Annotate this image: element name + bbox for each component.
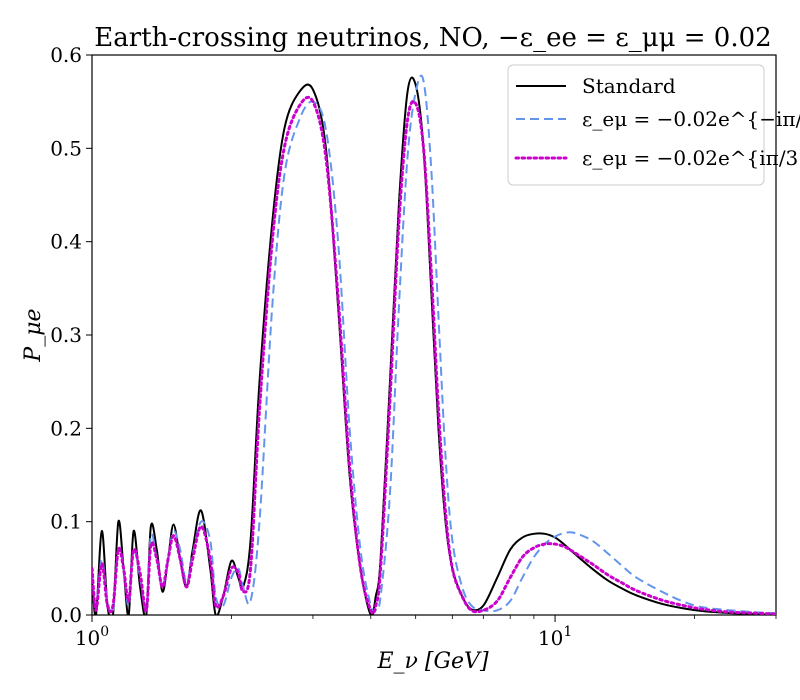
y-axis: 0.0 0.1 0.2 0.3 0.4 0.5 0.6 <box>50 43 92 627</box>
y-tick-label: 0.4 <box>50 230 82 254</box>
y-axis-label: P_μe <box>21 308 46 362</box>
y-tick-label: 0.1 <box>50 510 82 534</box>
legend-label-eps_emu_plus: ε_eμ = −0.02e^{iπ/3} <box>582 146 800 170</box>
series-line-eps_emu_plus <box>92 95 776 615</box>
x-axis: 100 101 <box>75 615 777 650</box>
y-tick-label: 0.3 <box>50 323 82 347</box>
legend-box <box>507 64 765 186</box>
series-line-eps_emu_minus <box>92 74 776 615</box>
x-tick-label-exponent: 1 <box>563 624 572 640</box>
y-tick-label: 0.2 <box>50 416 82 440</box>
x-tick-label-exponent: 0 <box>100 624 109 640</box>
y-tick-label: 0.6 <box>50 43 82 67</box>
y-tick-label: 0.0 <box>50 603 82 627</box>
x-tick-label: 101 <box>538 624 572 650</box>
x-axis-label: E_ν [GeV] <box>376 649 488 674</box>
plot-area <box>92 74 776 615</box>
legend-label-eps_emu_minus: ε_eμ = −0.02e^{−iπ/3} <box>582 107 800 131</box>
x-tick-label: 100 <box>75 624 109 650</box>
y-tick-label: 0.5 <box>50 136 82 160</box>
legend-label-Standard: Standard <box>582 74 676 98</box>
legend-items: Standard ε_eμ = −0.02e^{−iπ/3} ε_eμ = −0.0… <box>514 74 800 170</box>
chart-title: Earth-crossing neutrinos, NO, −ε_ee = ε_… <box>94 23 771 53</box>
x-tick-label-base: 10 <box>75 626 100 650</box>
x-tick-label-base: 10 <box>538 626 563 650</box>
legend: Standard ε_eμ = −0.02e^{−iπ/3} ε_eμ = −0.0… <box>507 64 800 186</box>
series-layer <box>92 74 776 615</box>
